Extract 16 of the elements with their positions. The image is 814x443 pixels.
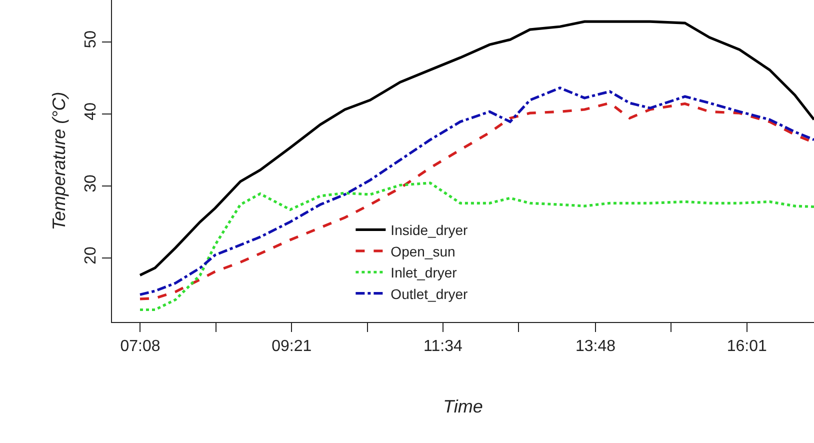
x-tick-label: 16:01	[726, 338, 767, 356]
y-axis-title: Temperature (°C)	[48, 92, 69, 230]
legend-label: Inlet_dryer	[390, 264, 458, 281]
line-series	[138, 182, 814, 312]
legend-label: Open_sun	[390, 243, 456, 260]
legend-label: Outlet_dryer	[390, 286, 468, 302]
x-axis-title: Time	[443, 396, 483, 416]
y-tick-label: 50	[82, 30, 100, 48]
x-tick-label: 07:08	[120, 338, 160, 356]
x-tick-label: 11:34	[424, 338, 462, 356]
x-tick-label: 09:21	[272, 338, 312, 356]
y-tick-label: 40	[82, 102, 100, 120]
y-tick-label: 20	[82, 246, 100, 264]
x-tick-label: 13:48	[575, 338, 616, 356]
y-tick-label: 30	[82, 174, 100, 192]
legend-label: Inside_dryer	[390, 222, 468, 238]
